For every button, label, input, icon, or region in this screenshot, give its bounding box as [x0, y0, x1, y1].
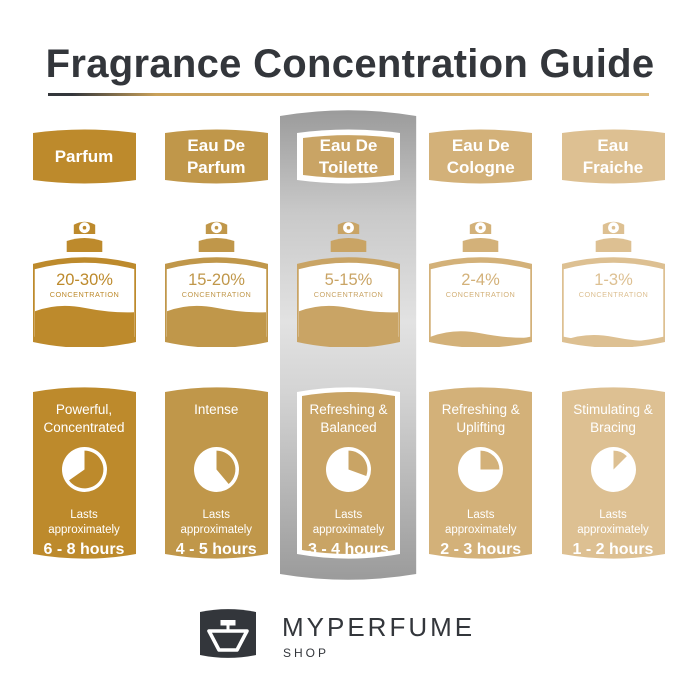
svg-text:CONCENTRATION: CONCENTRATION [446, 290, 516, 299]
svg-text:20-30%: 20-30% [56, 271, 113, 289]
svg-text:CONCENTRATION: CONCENTRATION [181, 290, 251, 299]
svg-text:15-20%: 15-20% [188, 271, 245, 289]
svg-text:1-3%: 1-3% [594, 271, 633, 289]
svg-text:CONCENTRATION: CONCENTRATION [314, 290, 384, 299]
svg-text:5-15%: 5-15% [325, 271, 373, 289]
svg-text:CONCENTRATION: CONCENTRATION [49, 290, 119, 299]
svg-text:2-4%: 2-4% [461, 271, 500, 289]
svg-text:CONCENTRATION: CONCENTRATION [578, 290, 648, 299]
